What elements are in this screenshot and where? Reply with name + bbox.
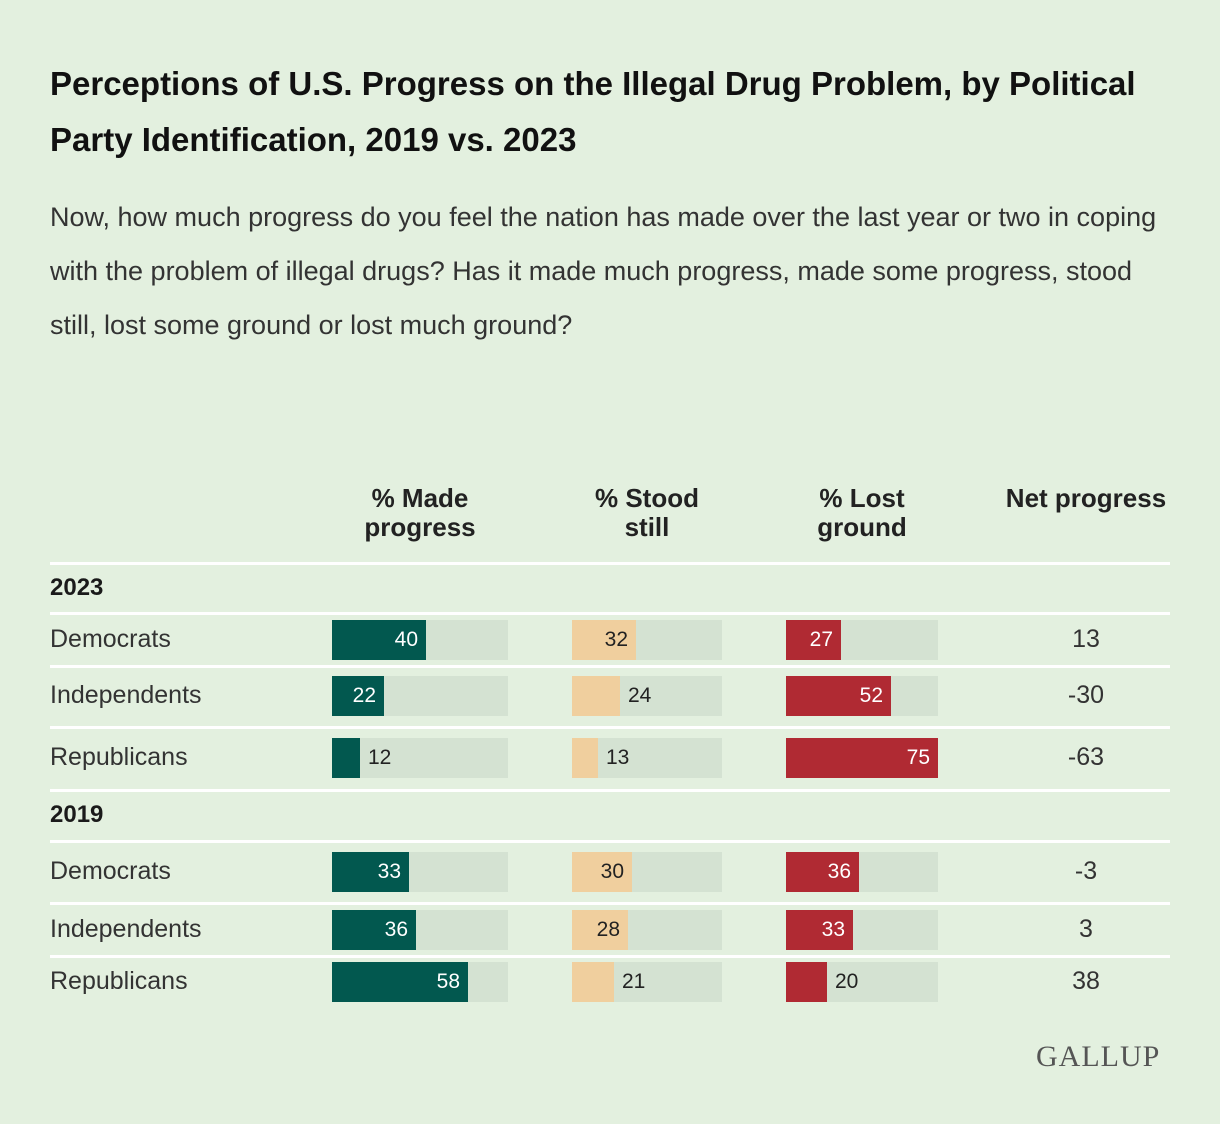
bar-track-made: 40: [332, 620, 508, 660]
bar-lost: [786, 962, 827, 1002]
data-label: 13: [606, 746, 630, 769]
bar-track-lost: 33: [786, 910, 938, 950]
bar-track-still: 32: [572, 620, 722, 660]
data-label: 12: [368, 746, 392, 769]
divider: [50, 665, 1170, 668]
net-progress-value: -63: [1067, 743, 1105, 771]
net-progress-value: -3: [1074, 857, 1098, 885]
data-label: 40: [394, 628, 418, 651]
bar-track-made: 58: [332, 962, 508, 1002]
bar-made: [332, 910, 416, 950]
bar-track-lost: 27: [786, 620, 938, 660]
column-header-net: Net progress: [1005, 483, 1167, 513]
bar-track-made: 36: [332, 910, 508, 950]
net-progress-value: 3: [1079, 915, 1093, 943]
bar-made: [332, 962, 468, 1002]
bar-made: [332, 738, 360, 778]
bar-track-still: 28: [572, 910, 722, 950]
bar-track-lost: 36: [786, 852, 938, 892]
divider: [50, 789, 1170, 792]
gallup-logo: GALLUP: [1036, 1040, 1161, 1073]
chart-title: Perceptions of U.S. Progress on the Ille…: [50, 65, 1136, 158]
row-label: Democrats: [50, 625, 171, 653]
section-label: 2019: [50, 801, 104, 828]
bar-track-still: 24: [572, 676, 722, 716]
data-label: 33: [821, 918, 845, 941]
chart-subtitle: Now, how much progress do you feel the n…: [50, 202, 1157, 340]
divider: [50, 955, 1170, 958]
bar-track-still: 13: [572, 738, 722, 778]
bar-track-made: 33: [332, 852, 508, 892]
data-label: 75: [906, 746, 930, 769]
data-label: 21: [622, 970, 646, 993]
section-label: 2023: [50, 574, 104, 601]
divider: [50, 840, 1170, 843]
row-label: Independents: [50, 915, 202, 943]
bar-lost: [786, 620, 841, 660]
bar-still: [572, 852, 632, 892]
bar-track-still: 30: [572, 852, 722, 892]
column-header-still: % Stood still: [595, 483, 699, 542]
column-header-made: % Made progress: [364, 483, 476, 542]
data-label: 36: [827, 860, 851, 883]
row-label: Democrats: [50, 857, 171, 885]
bar-track-lost: 75: [786, 738, 938, 778]
data-label: 36: [384, 918, 408, 941]
bar-still: [572, 910, 628, 950]
bar-lost: [786, 676, 891, 716]
divider: [50, 612, 1170, 615]
data-label: 20: [835, 970, 859, 993]
bar-lost: [786, 738, 938, 778]
bar-lost: [786, 852, 859, 892]
data-label: 22: [352, 684, 376, 707]
bar-still: [572, 676, 620, 716]
data-label: 32: [604, 628, 628, 651]
net-progress-value: 38: [1072, 967, 1100, 995]
net-progress-value: 13: [1072, 625, 1100, 653]
row-label: Republicans: [50, 743, 188, 771]
data-label: 27: [809, 628, 833, 651]
data-label: 24: [628, 684, 652, 707]
bar-still: [572, 738, 598, 778]
bar-track-still: 21: [572, 962, 722, 1002]
data-label: 30: [600, 860, 624, 883]
bar-made: [332, 620, 426, 660]
divider: [50, 562, 1170, 565]
bar-track-lost: 52: [786, 676, 938, 716]
bar-made: [332, 676, 384, 716]
data-label: 52: [859, 684, 883, 707]
row-label: Independents: [50, 681, 202, 709]
row-label: Republicans: [50, 967, 188, 995]
data-label: 28: [596, 918, 620, 941]
bar-track-made: 12: [332, 738, 508, 778]
net-progress-value: -30: [1067, 681, 1105, 709]
bar-still: [572, 620, 636, 660]
bar-track-made: 22: [332, 676, 508, 716]
divider: [50, 726, 1170, 729]
bar-still: [572, 962, 614, 1002]
bar-track-lost: 20: [786, 962, 938, 1002]
divider: [50, 902, 1170, 905]
bar-lost: [786, 910, 853, 950]
data-label: 58: [436, 970, 460, 993]
bar-made: [332, 852, 409, 892]
data-label: 33: [377, 860, 401, 883]
column-header-lost: % Lost ground: [817, 483, 907, 542]
